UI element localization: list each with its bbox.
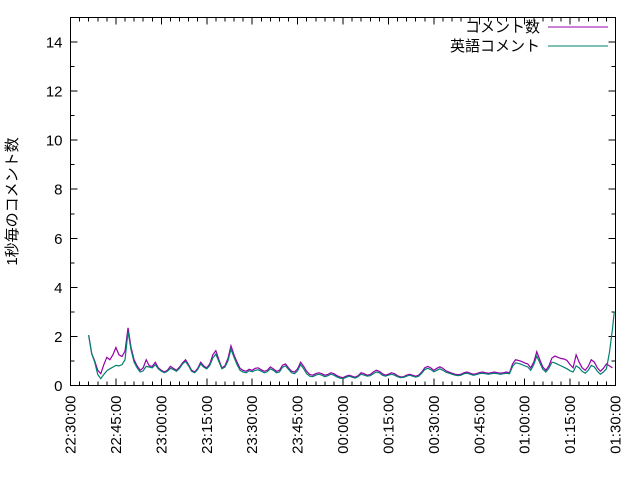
- x-axis-tick-labels: 22:30:00 22:45:00 23:00:00 23:15:00 23:30:00…: [63, 396, 625, 454]
- y-axis-ticks: [70, 17, 616, 386]
- x-tick-label-group: 01:15:00: [562, 396, 579, 454]
- x-tick-label-group: 22:45:00: [108, 396, 125, 454]
- x-tick-label: 01:15:00: [562, 396, 579, 454]
- plot-frame: [70, 17, 616, 386]
- plot-border: [70, 17, 616, 386]
- x-tick-label: 00:15:00: [380, 396, 397, 454]
- y-tick-label: 14: [46, 35, 63, 52]
- series-line-1: [88, 327, 613, 379]
- x-tick-label-group: 23:00:00: [153, 396, 170, 454]
- x-tick-label-group: 00:30:00: [426, 396, 443, 454]
- x-axis-ticks: [70, 17, 616, 386]
- x-tick-label-group: 23:15:00: [199, 396, 216, 454]
- legend-label-2: 英語コメント: [450, 37, 540, 55]
- x-tick-label: 01:30:00: [608, 396, 625, 454]
- x-tick-label-group: 01:30:00: [608, 396, 625, 454]
- x-tick-label: 23:45:00: [290, 396, 307, 454]
- x-tick-label: 00:30:00: [426, 396, 443, 454]
- x-tick-label: 22:30:00: [63, 396, 80, 454]
- x-tick-label: 22:45:00: [108, 396, 125, 454]
- data-series-layer: [88, 311, 615, 380]
- legend-label-1: コメント数: [465, 19, 540, 36]
- x-tick-label-group: 00:00:00: [335, 396, 352, 454]
- x-tick-label: 00:00:00: [335, 396, 352, 454]
- x-tick-label-group: 22:30:00: [63, 396, 80, 454]
- x-tick-label: 00:45:00: [471, 396, 488, 454]
- y-axis-title-text: 1秒毎のコメント数: [4, 137, 21, 265]
- x-tick-label: 23:15:00: [199, 396, 216, 454]
- x-tick-label-group: 23:45:00: [290, 396, 307, 454]
- y-tick-label: 2: [54, 329, 62, 346]
- y-tick-label: 10: [46, 133, 63, 150]
- series-line-2: [88, 311, 615, 380]
- y-tick-label: 4: [54, 280, 62, 297]
- x-tick-label: 23:00:00: [153, 396, 170, 454]
- x-tick-label-group: 23:30:00: [244, 396, 261, 454]
- y-tick-label: 6: [54, 231, 62, 248]
- y-axis-title-group: 1秒毎のコメント数: [4, 137, 21, 265]
- y-tick-label: 12: [46, 84, 63, 101]
- y-tick-label: 8: [54, 182, 62, 199]
- x-tick-label-group: 00:45:00: [471, 396, 488, 454]
- y-axis-tick-labels: 0 2 4 6 8 10 12 14: [46, 35, 63, 395]
- x-tick-label: 01:00:00: [517, 396, 534, 454]
- y-axis-title: 1秒毎のコメント数: [4, 137, 21, 265]
- x-tick-label: 23:30:00: [244, 396, 261, 454]
- x-tick-label-group: 00:15:00: [380, 396, 397, 454]
- x-tick-label-group: 01:00:00: [517, 396, 534, 454]
- y-tick-label: 0: [54, 378, 62, 395]
